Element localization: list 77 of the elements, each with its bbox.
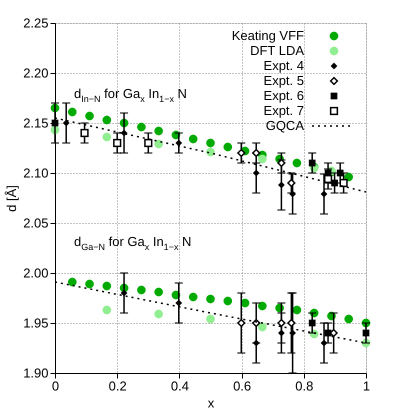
y-tick-label: 2.25	[23, 16, 48, 30]
point	[85, 112, 94, 120]
point	[175, 140, 182, 146]
point	[175, 300, 182, 306]
point	[287, 178, 296, 188]
x-tick-label: 0.8	[295, 378, 314, 394]
point	[102, 116, 112, 124]
point	[154, 126, 163, 136]
point	[102, 306, 112, 314]
legend-label: DFT LDA	[250, 43, 304, 58]
legend-label: Expt. 5	[264, 73, 304, 88]
point	[258, 302, 267, 310]
point	[292, 158, 302, 168]
x-tick-label: 0.6	[233, 378, 252, 394]
point	[278, 182, 285, 188]
point	[237, 148, 246, 158]
point	[188, 292, 198, 302]
point	[62, 120, 70, 126]
point	[292, 306, 302, 314]
y-tick-label: 2.15	[23, 116, 48, 130]
point	[206, 148, 215, 156]
point	[68, 278, 77, 286]
y-axis-title: d [Å]	[4, 185, 20, 212]
point	[137, 122, 146, 132]
x-axis-title: x	[208, 396, 215, 410]
x-tick-label: 1	[362, 378, 370, 394]
point	[258, 154, 267, 164]
point	[144, 138, 152, 148]
point	[344, 172, 354, 182]
point	[331, 180, 338, 186]
legend-label: GQCA	[266, 118, 304, 133]
point	[223, 296, 232, 306]
point	[206, 314, 215, 324]
point	[223, 142, 232, 152]
y-tick-label: 2.20	[23, 66, 48, 80]
point	[287, 318, 296, 328]
point	[80, 128, 89, 138]
legend-label: Keating VFF	[232, 28, 304, 43]
point	[362, 330, 370, 336]
x-tick-label: 0.2	[108, 378, 127, 394]
point	[154, 310, 163, 318]
y-tick-label: 2.00	[23, 266, 48, 280]
point	[340, 178, 348, 188]
point	[154, 140, 163, 148]
y-tick-label: 2.10	[23, 166, 48, 180]
point	[277, 318, 286, 328]
point	[252, 170, 260, 176]
point	[113, 138, 122, 148]
point	[188, 134, 198, 144]
y-tick-label: 2.05	[23, 216, 48, 230]
point	[52, 120, 58, 126]
x-tick-label: 0	[52, 378, 60, 394]
point	[308, 160, 316, 166]
point	[258, 322, 267, 332]
point	[252, 148, 260, 158]
point	[277, 158, 286, 168]
legend-label: Expt. 6	[264, 88, 304, 103]
x-tick-label: 0.4	[170, 378, 189, 394]
legend-label: Expt. 7	[264, 103, 304, 118]
point	[102, 282, 112, 290]
y-tick-label: 1.95	[23, 316, 48, 330]
point	[344, 314, 354, 324]
point	[237, 318, 246, 328]
point	[320, 190, 328, 198]
point	[324, 174, 332, 184]
point	[206, 294, 215, 304]
point	[85, 280, 94, 288]
point	[137, 286, 146, 294]
point	[120, 290, 128, 296]
point	[154, 288, 163, 296]
point	[324, 330, 332, 336]
legend-label: Expt. 4	[264, 58, 304, 73]
point	[68, 108, 77, 116]
point	[308, 320, 316, 326]
y-tick-label: 1.90	[23, 366, 48, 380]
point	[206, 138, 215, 148]
point	[102, 132, 112, 142]
